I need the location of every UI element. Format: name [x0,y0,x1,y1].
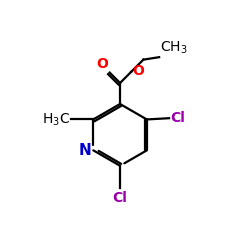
Text: O: O [132,64,144,78]
Text: CH$_3$: CH$_3$ [160,40,188,56]
Text: N: N [78,143,91,158]
Text: O: O [96,57,108,71]
Text: Cl: Cl [170,111,185,125]
Text: Cl: Cl [112,190,128,204]
Text: H$_3$C: H$_3$C [42,111,70,128]
